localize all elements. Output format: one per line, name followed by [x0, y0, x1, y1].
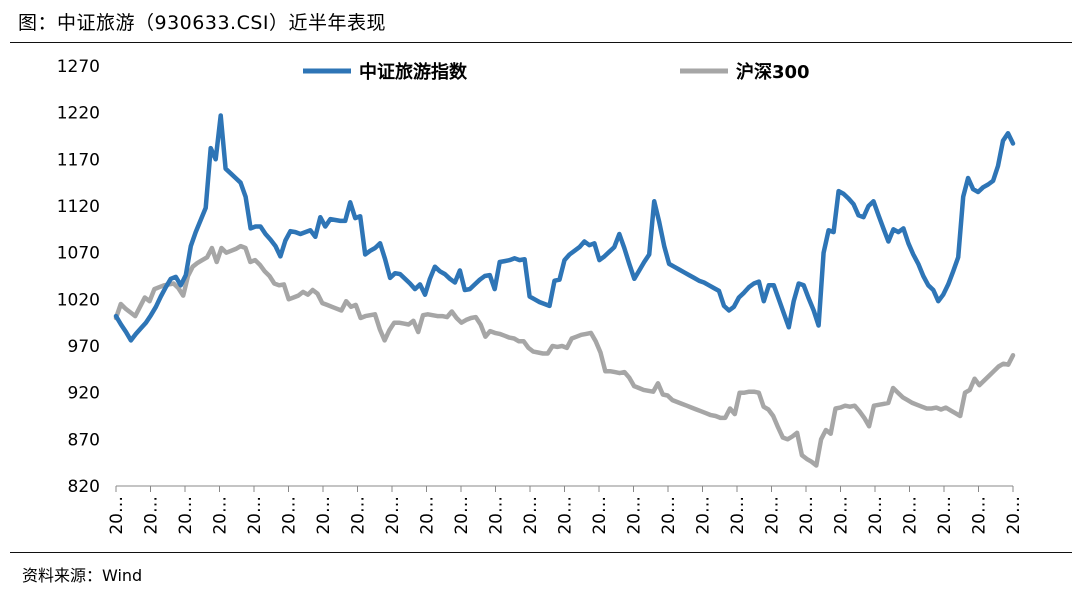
y-tick-label: 1220: [57, 104, 100, 124]
x-tick-label: 20…: [521, 496, 541, 535]
legend-label-1: 中证旅游指数: [359, 61, 468, 83]
y-tick-label: 1020: [57, 290, 100, 310]
x-tick-label: 20…: [590, 496, 610, 535]
x-tick-label: 20…: [107, 496, 127, 535]
x-tick-label: 20…: [763, 496, 783, 535]
x-tick-label: 20…: [728, 496, 748, 535]
legend: 中证旅游指数 沪深300: [303, 61, 810, 83]
x-tick-label: 20…: [314, 496, 334, 535]
x-tick-label: 20…: [452, 496, 472, 535]
y-tick-label: 820: [68, 477, 100, 497]
y-tick-label: 1170: [57, 150, 100, 170]
figure-title: 图：中证旅游（930633.CSI）近半年表现: [18, 12, 387, 34]
bottom-rule: [10, 552, 1072, 553]
series-layer: [113, 113, 1016, 468]
x-tick-label: 20…: [211, 496, 231, 535]
x-tick-label: 20…: [659, 496, 679, 535]
y-tick-label: 1070: [57, 244, 100, 264]
source-note: 资料来源：Wind: [22, 566, 143, 585]
x-tick-label: 20…: [901, 496, 921, 535]
x-tick-label: 20…: [349, 496, 369, 535]
x-tick-label: 20…: [832, 496, 852, 535]
top-rule: [10, 42, 1072, 43]
x-tick-label: 20…: [694, 496, 714, 535]
y-tick-label: 920: [68, 384, 100, 404]
x-tick-label: 20…: [797, 496, 817, 535]
x-tick-label: 20…: [866, 496, 886, 535]
x-tick-label: 20…: [142, 496, 162, 535]
series-line-2: [113, 243, 1016, 468]
x-tick-label: 20…: [1004, 496, 1024, 535]
y-tick-label: 1270: [57, 57, 100, 77]
x-tick-label: 20…: [625, 496, 645, 535]
x-tick-label: 20…: [280, 496, 300, 535]
y-tick-label: 870: [68, 430, 100, 450]
x-tick-label: 20…: [970, 496, 990, 535]
x-tick-label: 20…: [487, 496, 507, 535]
y-tick-label: 1120: [57, 197, 100, 217]
x-tick-label: 20…: [935, 496, 955, 535]
y-tick-label: 970: [68, 337, 100, 357]
x-tick-label: 20…: [383, 496, 403, 535]
x-tick-label: 20…: [556, 496, 576, 535]
x-axis: 20… 20… 20… 20… 20… 20… 20… 20… 20… 20… 20… 20… 20… 2…: [107, 485, 1024, 535]
y-axis: 820 870 920 970 1020 1070 1120 1170 1220 1270: [57, 57, 100, 497]
series-line-1: [113, 113, 1016, 343]
x-tick-label: 20…: [245, 496, 265, 535]
x-tick-label: 20…: [176, 496, 196, 535]
x-tick-label: 20…: [418, 496, 438, 535]
legend-label-2: 沪深300: [736, 61, 810, 83]
